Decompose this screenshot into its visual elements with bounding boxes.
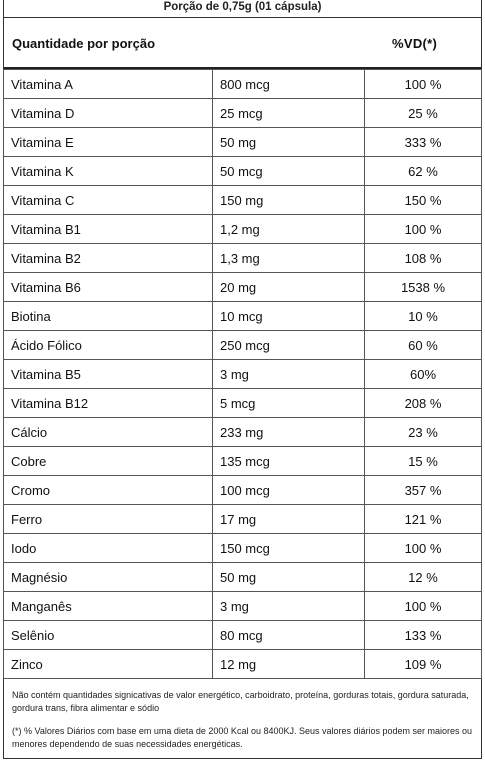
nutrition-facts-table: Porção de 0,75g (01 cápsula) Quantidade … [3,0,482,759]
nutrient-daily-value: 12 % [364,562,482,592]
nutrient-daily-value: 60% [364,359,482,389]
nutrient-amount: 800 mcg [212,69,365,99]
table-row: Vitamina C 150 mg 150 % [3,185,482,215]
nutrient-name: Vitamina A [3,69,213,99]
nutrient-name: Ferro [3,504,213,534]
nutrient-name: Vitamina D [3,98,213,128]
table-row: Vitamina B12 5 mcg 208 % [3,388,482,418]
table-row: Cromo 100 mcg 357 % [3,475,482,505]
nutrient-daily-value: 25 % [364,98,482,128]
nutrient-daily-value: 23 % [364,417,482,447]
nutrient-table: Vitamina A 800 mcg 100 % Vitamina D 25 mcg 25… [3,69,482,679]
nutrient-amount: 50 mg [212,562,365,592]
nutrient-daily-value: 150 % [364,185,482,215]
nutrient-name: Biotina [3,301,213,331]
nutrient-amount: 17 mg [212,504,365,534]
footnote-daily-values: (*) % Valores Diários com base em uma di… [12,726,473,749]
table-row: Vitamina B2 1,3 mg 108 % [3,243,482,273]
nutrient-amount: 5 mcg [212,388,365,418]
nutrient-daily-value: 357 % [364,475,482,505]
table-row: Selênio 80 mcg 133 % [3,620,482,650]
nutrient-name: Selênio [3,620,213,650]
nutrient-daily-value: 60 % [364,330,482,360]
table-row: Vitamina K 50 mcg 62 % [3,156,482,186]
nutrient-amount: 25 mcg [212,98,365,128]
nutrient-daily-value: 100 % [364,591,482,621]
nutrient-daily-value: 15 % [364,446,482,476]
table-row: Vitamina E 50 mg 333 % [3,127,482,157]
table-row: Iodo 150 mcg 100 % [3,533,482,563]
nutrient-name: Cromo [3,475,213,505]
table-row: Vitamina D 25 mcg 25 % [3,98,482,128]
nutrient-name: Vitamina E [3,127,213,157]
nutrient-name: Vitamina B5 [3,359,213,389]
nutrient-name: Vitamina B2 [3,243,213,273]
nutrient-amount: 80 mcg [212,620,365,650]
nutrient-amount: 135 mcg [212,446,365,476]
nutrient-amount: 10 mcg [212,301,365,331]
nutrient-name: Vitamina B6 [3,272,213,302]
nutrient-amount: 100 mcg [212,475,365,505]
serving-size: Porção de 0,75g (01 cápsula) [3,0,482,18]
nutrient-daily-value: 108 % [364,243,482,273]
table-row: Vitamina B6 20 mg 1538 % [3,272,482,302]
nutrient-daily-value: 133 % [364,620,482,650]
table-row: Vitamina A 800 mcg 100 % [3,69,482,99]
footnote-not-significant: Não contém quantidades signicativas de v… [12,690,469,713]
footnotes: Não contém quantidades signicativas de v… [3,679,482,759]
table-row: Magnésio 50 mg 12 % [3,562,482,592]
nutrient-name: Cálcio [3,417,213,447]
header-vd-label: %VD(*) [392,36,438,51]
nutrient-amount: 12 mg [212,649,365,679]
nutrient-daily-value: 100 % [364,214,482,244]
nutrient-amount: 233 mg [212,417,365,447]
nutrient-daily-value: 100 % [364,69,482,99]
nutrient-name: Cobre [3,446,213,476]
nutrient-amount: 150 mcg [212,533,365,563]
header-quantity-label: Quantidade por porção [12,36,156,51]
table-row: Vitamina B5 3 mg 60% [3,359,482,389]
nutrient-daily-value: 121 % [364,504,482,534]
nutrient-amount: 1,2 mg [212,214,365,244]
nutrient-daily-value: 1538 % [364,272,482,302]
nutrient-name: Ácido Fólico [3,330,213,360]
table-row: Zinco 12 mg 109 % [3,649,482,679]
nutrient-name: Vitamina B1 [3,214,213,244]
nutrient-amount: 3 mg [212,591,365,621]
nutrient-daily-value: 333 % [364,127,482,157]
table-row: Vitamina B1 1,2 mg 100 % [3,214,482,244]
nutrient-daily-value: 100 % [364,533,482,563]
nutrient-amount: 20 mg [212,272,365,302]
nutrient-daily-value: 62 % [364,156,482,186]
nutrient-name: Iodo [3,533,213,563]
nutrient-name: Vitamina K [3,156,213,186]
table-row: Manganês 3 mg 100 % [3,591,482,621]
table-row: Cálcio 233 mg 23 % [3,417,482,447]
table-row: Ácido Fólico 250 mcg 60 % [3,330,482,360]
nutrient-name: Magnésio [3,562,213,592]
nutrient-name: Zinco [3,649,213,679]
nutrient-amount: 150 mg [212,185,365,215]
nutrient-amount: 1,3 mg [212,243,365,273]
nutrient-daily-value: 109 % [364,649,482,679]
nutrient-amount: 50 mcg [212,156,365,186]
table-header: Quantidade por porção %VD(*) [3,18,482,69]
nutrient-name: Vitamina C [3,185,213,215]
nutrient-amount: 3 mg [212,359,365,389]
table-row: Ferro 17 mg 121 % [3,504,482,534]
nutrient-amount: 50 mg [212,127,365,157]
nutrient-name: Manganês [3,591,213,621]
nutrient-daily-value: 208 % [364,388,482,418]
nutrient-daily-value: 10 % [364,301,482,331]
nutrient-name: Vitamina B12 [3,388,213,418]
nutrient-amount: 250 mcg [212,330,365,360]
table-row: Cobre 135 mcg 15 % [3,446,482,476]
table-row: Biotina 10 mcg 10 % [3,301,482,331]
